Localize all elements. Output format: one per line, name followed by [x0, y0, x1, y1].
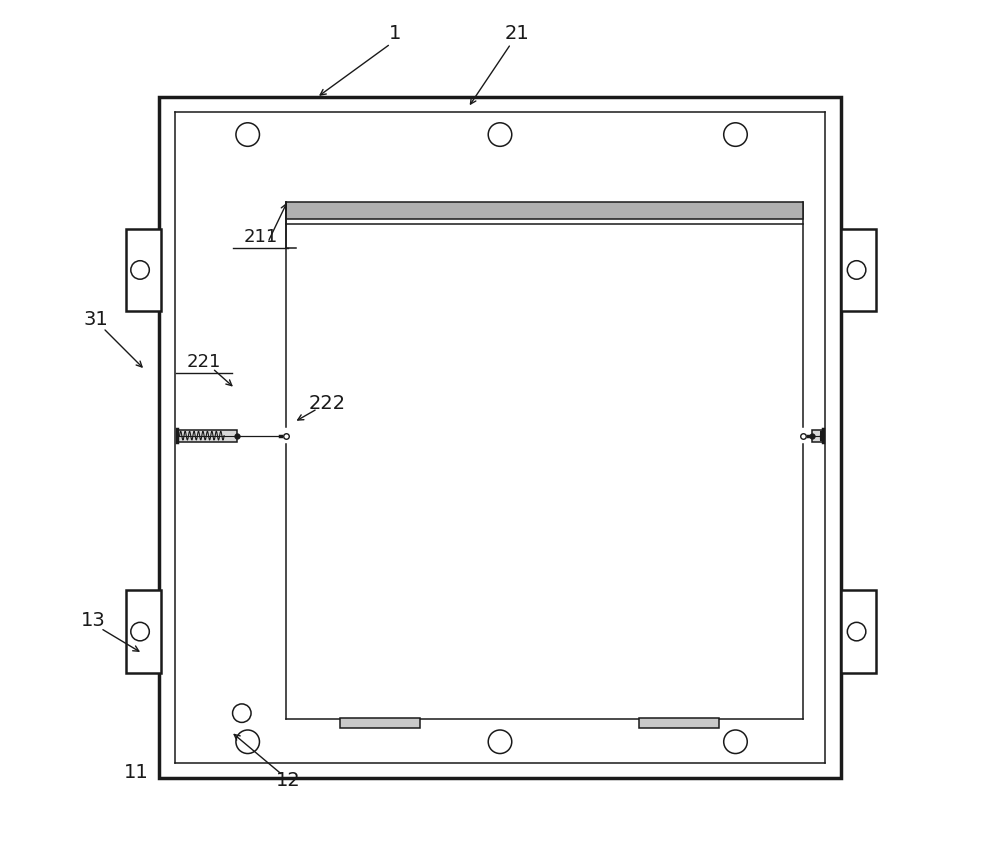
Bar: [639, 718, 719, 728]
Text: 1: 1: [389, 24, 401, 43]
Circle shape: [236, 123, 259, 146]
Text: 211: 211: [243, 228, 277, 246]
Bar: [841, 590, 876, 673]
Circle shape: [724, 730, 747, 754]
Circle shape: [847, 622, 866, 641]
Bar: [126, 229, 161, 311]
Circle shape: [131, 261, 149, 279]
Text: 11: 11: [124, 763, 149, 781]
Bar: [126, 590, 161, 673]
Circle shape: [236, 730, 259, 754]
Circle shape: [131, 622, 149, 641]
Text: 222: 222: [309, 394, 346, 413]
Text: 21: 21: [504, 24, 529, 43]
Bar: [159, 97, 841, 778]
Circle shape: [488, 123, 512, 146]
Bar: [177, 430, 237, 442]
Circle shape: [724, 123, 747, 146]
Text: 13: 13: [81, 611, 105, 630]
Text: 12: 12: [276, 771, 300, 790]
Text: 31: 31: [84, 310, 109, 329]
Bar: [286, 202, 803, 219]
Circle shape: [847, 261, 866, 279]
Bar: [812, 430, 823, 442]
Text: 221: 221: [187, 352, 221, 371]
Bar: [841, 229, 876, 311]
Bar: [340, 718, 420, 728]
Circle shape: [488, 730, 512, 754]
Circle shape: [233, 704, 251, 722]
